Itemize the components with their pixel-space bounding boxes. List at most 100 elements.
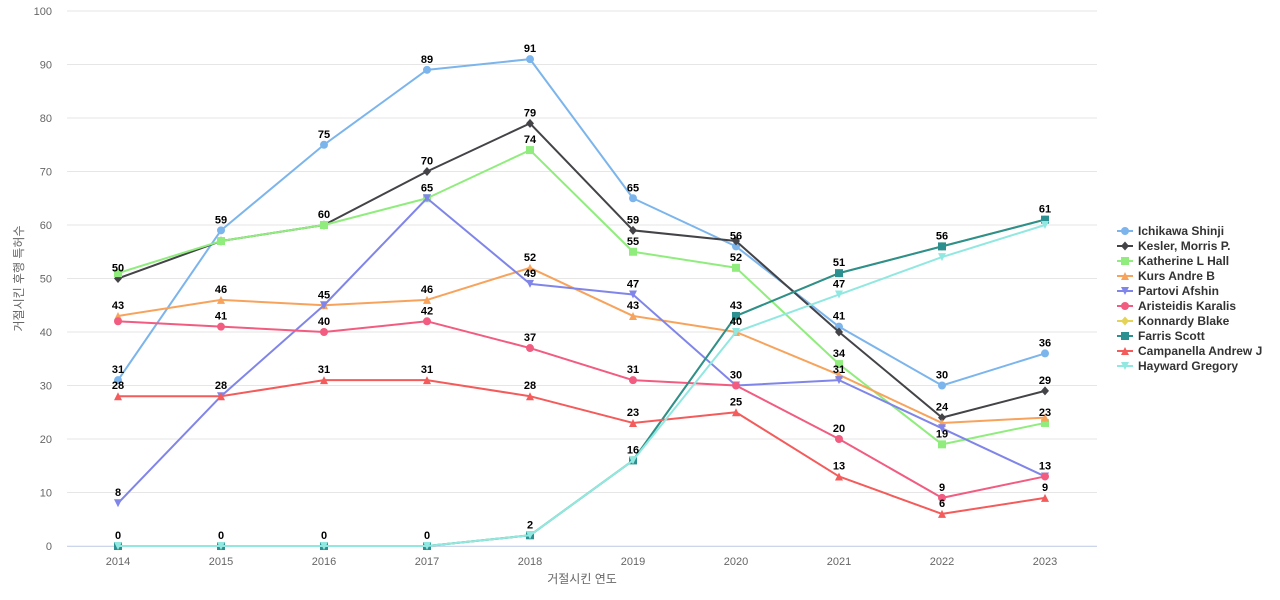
data-label: 59 bbox=[627, 214, 639, 226]
series-9 bbox=[114, 221, 1049, 550]
legend-item[interactable]: Aristeidis Karalis bbox=[1117, 299, 1236, 313]
data-label: 40 bbox=[730, 316, 742, 328]
x-tick-label: 2015 bbox=[209, 556, 233, 568]
data-point bbox=[526, 344, 534, 353]
data-point bbox=[938, 493, 946, 502]
legend-label: Kurs Andre B bbox=[1138, 269, 1215, 283]
data-point bbox=[835, 290, 843, 299]
legend-item[interactable]: Konnardy Blake bbox=[1117, 314, 1230, 328]
legend-label: Ichikawa Shinji bbox=[1138, 224, 1224, 238]
data-label: 9 bbox=[1042, 482, 1048, 494]
data-point bbox=[217, 295, 225, 304]
data-label: 16 bbox=[627, 444, 639, 456]
data-point bbox=[1041, 215, 1049, 224]
legend-marker bbox=[1121, 272, 1129, 280]
data-point bbox=[835, 376, 843, 385]
data-label: 13 bbox=[833, 460, 845, 472]
data-label: 31 bbox=[833, 364, 845, 376]
data-label: 6 bbox=[939, 498, 945, 510]
data-point bbox=[629, 290, 637, 299]
legend-marker bbox=[1121, 302, 1129, 310]
legend-item[interactable]: Partovi Afshin bbox=[1117, 284, 1219, 298]
series-6 bbox=[114, 215, 1049, 551]
x-tick-label: 2022 bbox=[930, 556, 954, 568]
data-label: 31 bbox=[627, 364, 639, 376]
data-label: 70 bbox=[421, 156, 433, 168]
data-point bbox=[526, 146, 534, 155]
data-point bbox=[732, 242, 740, 251]
data-label: 42 bbox=[421, 305, 433, 317]
legend-item[interactable]: Katherine L Hall bbox=[1117, 254, 1229, 268]
data-label: 41 bbox=[833, 311, 845, 323]
data-point bbox=[1041, 413, 1049, 422]
data-point bbox=[835, 435, 843, 443]
data-point bbox=[423, 295, 431, 304]
data-label: 46 bbox=[421, 284, 433, 296]
data-point bbox=[1041, 472, 1049, 481]
y-tick-label: 100 bbox=[34, 6, 52, 18]
legend-marker bbox=[1121, 316, 1129, 326]
series-line bbox=[117, 266, 1046, 424]
data-point bbox=[732, 236, 740, 246]
legend-label: Campanella Andrew J bbox=[1138, 344, 1262, 358]
legend-marker bbox=[1121, 241, 1129, 251]
data-label: 56 bbox=[936, 230, 948, 242]
legend-label: Aristeidis Karalis bbox=[1138, 299, 1236, 313]
series-7 bbox=[114, 215, 1049, 550]
data-point bbox=[1041, 493, 1049, 502]
data-point bbox=[217, 237, 225, 246]
legend-item[interactable]: Kurs Andre B bbox=[1117, 269, 1215, 283]
data-point bbox=[526, 55, 534, 64]
data-label: 50 bbox=[112, 263, 124, 275]
data-label: 65 bbox=[627, 182, 639, 194]
data-point bbox=[217, 542, 225, 550]
legend-label: Hayward Gregory bbox=[1138, 359, 1238, 373]
data-point bbox=[320, 301, 328, 310]
data-label: 36 bbox=[1039, 337, 1051, 349]
data-point bbox=[320, 328, 328, 336]
data-point bbox=[938, 440, 946, 449]
data-point bbox=[629, 225, 637, 235]
legend-item[interactable]: Campanella Andrew J bbox=[1117, 344, 1262, 358]
data-label: 47 bbox=[833, 279, 845, 291]
data-label: 29 bbox=[1039, 375, 1051, 387]
x-axis-title: 거절시킨 연도 bbox=[547, 572, 617, 586]
data-label: 8 bbox=[115, 487, 121, 499]
data-point bbox=[114, 317, 122, 326]
data-label: 30 bbox=[730, 370, 742, 382]
legend-item[interactable]: Hayward Gregory bbox=[1117, 359, 1238, 373]
data-label: 75 bbox=[318, 129, 330, 141]
legend-item[interactable]: Farris Scott bbox=[1117, 329, 1205, 343]
data-label: 79 bbox=[524, 107, 536, 119]
legend-item[interactable]: Kesler, Morris P. bbox=[1117, 239, 1231, 253]
data-point bbox=[732, 408, 740, 417]
y-tick-label: 50 bbox=[40, 274, 52, 286]
data-label: 47 bbox=[627, 279, 639, 291]
data-label: 91 bbox=[524, 43, 536, 55]
legend-label: Katherine L Hall bbox=[1138, 254, 1229, 268]
data-point bbox=[835, 269, 843, 278]
data-label: 74 bbox=[524, 134, 537, 146]
data-point bbox=[938, 253, 946, 262]
data-label: 0 bbox=[115, 530, 121, 542]
data-label: 89 bbox=[421, 54, 433, 66]
data-point bbox=[732, 263, 740, 272]
data-point bbox=[423, 376, 431, 385]
data-label: 49 bbox=[524, 268, 536, 280]
data-label: 34 bbox=[833, 348, 846, 360]
legend-item[interactable]: Ichikawa Shinji bbox=[1117, 224, 1224, 238]
data-label: 56 bbox=[730, 230, 742, 242]
legend-marker bbox=[1121, 362, 1129, 370]
series-0 bbox=[114, 55, 1049, 390]
series-8 bbox=[114, 376, 1049, 518]
data-label: 20 bbox=[833, 423, 845, 435]
y-tick-label: 90 bbox=[40, 60, 52, 72]
data-point bbox=[938, 413, 946, 423]
series-line bbox=[117, 320, 1046, 499]
data-point bbox=[526, 392, 534, 401]
data-point bbox=[320, 140, 328, 149]
data-label: 61 bbox=[1039, 204, 1051, 216]
data-label: 41 bbox=[215, 311, 227, 323]
